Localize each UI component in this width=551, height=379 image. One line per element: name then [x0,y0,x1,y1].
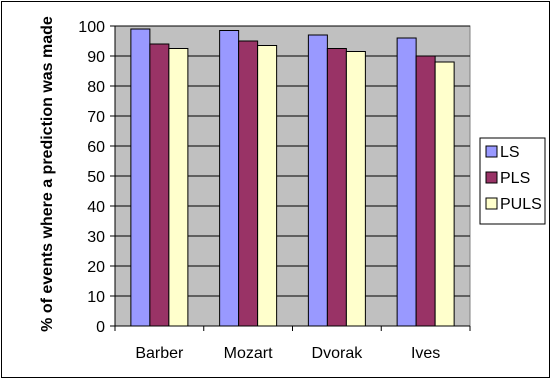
legend: LS PLS PULS [479,137,546,225]
bar-ls-ives [396,37,417,327]
y-tick-label: 30 [87,229,105,246]
bar-pls-ives [415,55,436,327]
bar-ls-barber [130,28,151,327]
y-tick-label: 90 [87,49,105,66]
y-tick-label: 60 [87,139,105,156]
x-tick-label-ives: Ives [411,345,440,362]
bar-puls-barber [168,48,189,327]
y-tick-label: 10 [87,289,105,306]
x-tick-label-dvorak: Dvorak [312,345,364,362]
bar-pls-mozart [238,40,259,327]
bar-pls-barber [149,43,170,327]
y-tick-label: 20 [87,259,105,276]
legend-swatch-ls [485,145,498,158]
y-tick-labels: 0 10 20 30 40 50 60 70 80 90 100 [78,19,105,336]
bar-puls-mozart [257,45,278,327]
y-tick-label: 40 [87,199,105,216]
bar-puls-ives [434,61,455,327]
bars [130,28,455,327]
x-tick-label-barber: Barber [135,345,184,362]
x-tick-labels: Barber Mozart Dvorak Ives [135,345,440,362]
legend-swatch-pls [485,171,498,184]
bar-pls-dvorak [326,48,347,327]
legend-label-pls: PLS [500,170,530,187]
y-axis-label: % of events where a prediction was made [39,16,56,332]
y-tick-label: 80 [87,79,105,96]
legend-label-ls: LS [500,144,520,161]
y-tick-label: 0 [96,319,105,336]
y-tick-label: 100 [78,19,105,36]
bar-puls-dvorak [345,51,366,327]
y-tick-label: 70 [87,109,105,126]
axes [110,25,471,331]
legend-swatch-puls [485,197,498,210]
legend-label-puls: PULS [500,196,542,213]
x-tick-label-mozart: Mozart [224,345,273,362]
bar-ls-dvorak [307,34,328,327]
y-tick-label: 50 [87,169,105,186]
bar-ls-mozart [219,30,240,327]
